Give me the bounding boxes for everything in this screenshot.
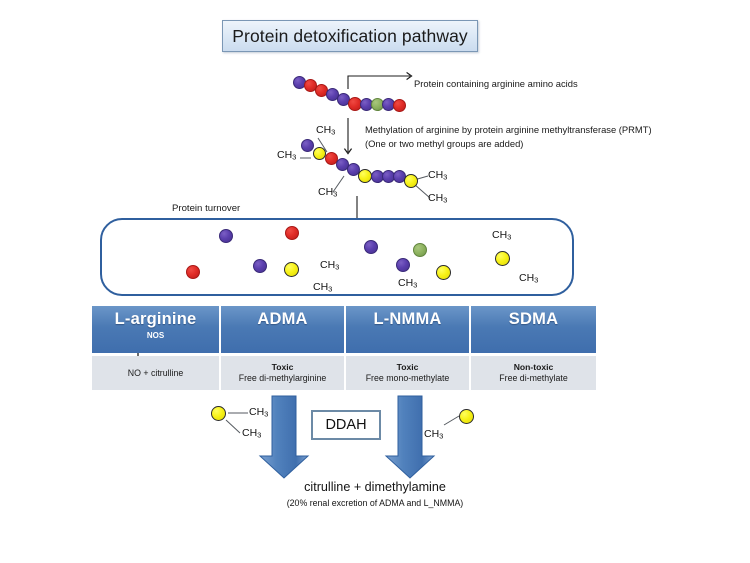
bead-purple xyxy=(219,229,233,243)
ddah-label: DDAH xyxy=(325,417,367,433)
methyl-label: CH3 xyxy=(519,272,539,285)
methyl-label: CH3 xyxy=(492,229,512,242)
table-header-sdma[interactable]: SDMA xyxy=(471,306,596,353)
methyl-label: CH3 xyxy=(242,427,262,440)
methyl-label: CH3 xyxy=(424,428,444,441)
bead-yellow-lnmma-substrate xyxy=(459,409,474,424)
methyl-label: CH3 xyxy=(318,186,338,199)
result-products: citrulline + dimethylamine xyxy=(304,480,446,494)
table-cell-sdma: Non-toxic Free di-methylate xyxy=(471,356,596,390)
table-cell-l-arginine: NO + citrulline xyxy=(92,356,221,390)
metabolite-description: Free di-methylate xyxy=(499,372,568,383)
column-name: L-arginine xyxy=(114,310,197,328)
bead-yellow-methylarginine xyxy=(404,174,418,188)
bead-red xyxy=(285,226,299,240)
label-methylation-line1: Methylation of arginine by protein argin… xyxy=(365,124,652,135)
bead-yellow-lnmma xyxy=(436,265,451,280)
page-title-text: Protein detoxification pathway xyxy=(232,25,468,46)
toxicity-label: Non-toxic xyxy=(513,362,554,373)
result-note: (20% renal excretion of ADMA and L_NMMA) xyxy=(286,498,464,508)
bead-yellow-methylarginine xyxy=(358,169,372,183)
methyl-label: CH3 xyxy=(398,277,418,290)
bead-green xyxy=(413,243,427,257)
bead-red xyxy=(186,265,200,279)
bead-yellow-adma-substrate xyxy=(211,406,226,421)
methyl-label: CH3 xyxy=(313,281,333,294)
column-name: SDMA xyxy=(508,310,559,328)
bead-yellow-adma xyxy=(284,262,299,277)
methyl-label: CH3 xyxy=(316,124,336,137)
bead-purple xyxy=(253,259,267,273)
column-name: L-NMMA xyxy=(373,310,442,328)
ddah-enzyme-box: DDAH xyxy=(311,410,381,440)
leader-protein-chain xyxy=(347,76,410,89)
label-protein-chain: Protein containing arginine amino acids xyxy=(414,78,578,89)
methyl-label: CH3 xyxy=(428,192,448,205)
methyl-label: CH3 xyxy=(277,149,297,162)
label-methylation-line2: (One or two methyl groups are added) xyxy=(365,138,524,149)
toxicity-label: Toxic xyxy=(271,362,294,373)
table-header-adma[interactable]: ADMA xyxy=(221,306,346,353)
bead-purple xyxy=(301,139,314,152)
methyl-label: CH3 xyxy=(320,259,340,272)
column-name: ADMA xyxy=(257,310,308,328)
label-protein-turnover: Protein turnover xyxy=(172,203,241,214)
bead-purple xyxy=(347,163,360,176)
table-header-row: L-arginine NOS ADMA L-NMMA SDMA xyxy=(92,306,596,353)
bead-purple xyxy=(396,258,410,272)
methyl-label: CH3 xyxy=(249,406,269,419)
table-header-l-nmma[interactable]: L-NMMA xyxy=(346,306,471,353)
methyl-label: CH3 xyxy=(428,169,448,182)
toxicity-label: Toxic xyxy=(396,362,419,373)
column-enzyme: NOS xyxy=(146,331,165,340)
bead-yellow-sdma xyxy=(495,251,510,266)
table-cell-l-nmma: Toxic Free mono-methylate xyxy=(346,356,471,390)
bead-purple xyxy=(364,240,378,254)
table-cell-adma: Toxic Free di-methylarginine xyxy=(221,356,346,390)
table-header-l-arginine[interactable]: L-arginine NOS xyxy=(92,306,221,353)
table-detail-row: NO + citrulline Toxic Free di-methylargi… xyxy=(92,356,596,390)
bead-red xyxy=(393,99,406,112)
page-title: Protein detoxification pathway xyxy=(222,20,478,52)
metabolite-table: L-arginine NOS ADMA L-NMMA SDMA NO + cit… xyxy=(92,306,596,390)
metabolite-description: NO + citrulline xyxy=(127,367,184,378)
metabolite-description: Free di-methylarginine xyxy=(238,372,327,383)
metabolite-description: Free mono-methylate xyxy=(365,372,450,383)
